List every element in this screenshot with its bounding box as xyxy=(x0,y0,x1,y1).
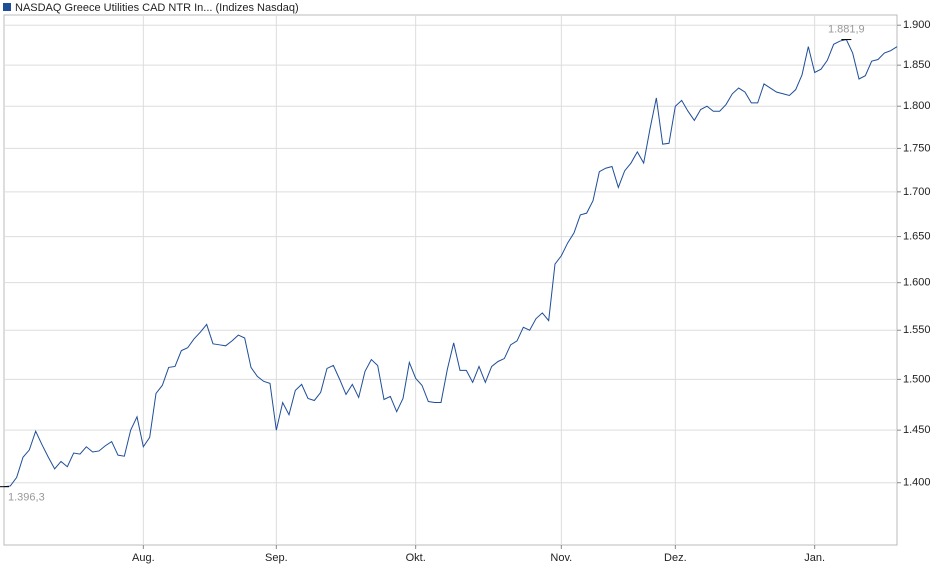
y-tick-label: 1.550 xyxy=(903,324,931,336)
value-label: 1.396,3 xyxy=(8,492,45,504)
y-tick-label: 1.450 xyxy=(903,424,931,436)
y-tick-label: 1.500 xyxy=(903,373,931,385)
price-line xyxy=(3,38,898,488)
x-tick-label: Dez. xyxy=(664,552,687,564)
plot-area xyxy=(3,14,898,546)
y-tick-label: 1.900 xyxy=(903,19,931,31)
y-tick-label: 1.600 xyxy=(903,277,931,289)
x-tick-label: Okt. xyxy=(406,552,426,564)
value-label: 1.881,9 xyxy=(828,23,865,35)
y-tick-label: 1.650 xyxy=(903,230,931,242)
y-tick-label: 1.800 xyxy=(903,100,931,112)
x-tick-label: Jan. xyxy=(804,552,825,564)
legend-label: NASDAQ Greece Utilities CAD NTR In... (I… xyxy=(15,2,299,14)
x-tick-label: Sep. xyxy=(265,552,288,564)
legend-swatch xyxy=(3,3,11,11)
x-tick-label: Aug. xyxy=(132,552,155,564)
y-tick-label: 1.700 xyxy=(903,186,931,198)
y-tick-label: 1.400 xyxy=(903,477,931,489)
y-tick-label: 1.850 xyxy=(903,59,931,71)
y-tick-label: 1.750 xyxy=(903,142,931,154)
x-tick-label: Nov. xyxy=(550,552,572,564)
